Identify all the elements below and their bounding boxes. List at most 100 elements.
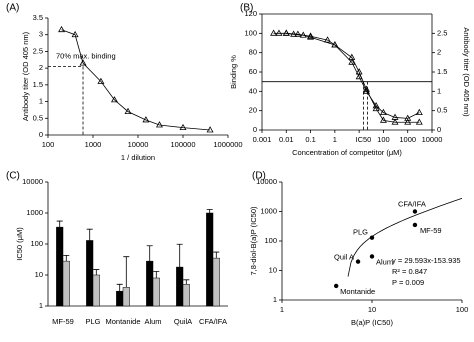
ic50-label: IC50 xyxy=(355,135,371,144)
x-tick-label: 100 xyxy=(377,135,390,144)
marker xyxy=(307,32,315,39)
x-tick-label: QuilA xyxy=(174,317,192,326)
x-tick-label: 0.01 xyxy=(279,135,294,144)
error-bar xyxy=(116,283,123,292)
panel-label: (A) xyxy=(6,3,19,14)
point xyxy=(355,259,361,264)
marker xyxy=(124,107,132,114)
annotation: P = 0.009 xyxy=(392,278,424,287)
y-axis-label: IC50 (μM) xyxy=(15,227,24,261)
series-line xyxy=(61,29,211,131)
x-tick-label: MF-59 xyxy=(52,317,74,326)
panel-label: (B) xyxy=(240,3,253,14)
marker xyxy=(348,58,356,65)
x-tick-label: Alum xyxy=(144,317,161,326)
y-tick-label: 10 xyxy=(35,270,43,279)
marker xyxy=(324,36,332,43)
bar xyxy=(152,277,160,307)
marker xyxy=(355,68,363,75)
x-axis-label: Concentration of competitor (μM) xyxy=(292,148,402,157)
y-axis-label: 7,8-diol-B(a)P (IC50) xyxy=(249,206,258,276)
series-line xyxy=(286,32,420,123)
x-tick-label: 100 xyxy=(456,305,469,314)
marker xyxy=(348,53,356,60)
y-axis-label: Binding % xyxy=(229,55,238,89)
x-tick-label: 100 xyxy=(42,140,55,149)
y-tick-label: 100 xyxy=(244,28,257,37)
y-tick-label: 80 xyxy=(249,48,257,57)
x-tick-label: 10 xyxy=(368,305,376,314)
error-bar xyxy=(153,271,160,279)
y-tick-label: 3 xyxy=(39,30,43,39)
bar xyxy=(176,266,184,307)
y-axis-label: Antibody titer (OD 405 nm) xyxy=(21,31,30,121)
x-tick-label: 1000000 xyxy=(213,140,242,149)
y2-tick-label: 1 xyxy=(437,86,441,95)
y-tick-label: 100 xyxy=(30,239,43,248)
fit-line xyxy=(347,197,463,277)
marker xyxy=(270,29,278,36)
annotation: y = 29.593x-153.935 xyxy=(392,256,461,265)
error-bar xyxy=(93,269,100,275)
y-tick-label: 0 xyxy=(253,125,257,134)
x-tick-label: PLG xyxy=(85,317,100,326)
y-tick-label: 120 xyxy=(244,9,257,18)
y-tick-label: 40 xyxy=(249,86,257,95)
y-tick-label: 2.5 xyxy=(33,46,43,55)
bar xyxy=(86,240,94,307)
x-tick-label: CFA/IFA xyxy=(199,317,227,326)
y2-tick-label: 0 xyxy=(437,125,441,134)
marker xyxy=(79,59,87,66)
marker xyxy=(391,118,399,125)
marker xyxy=(379,108,387,115)
bar xyxy=(206,212,214,307)
error-bar xyxy=(56,220,63,228)
x-tick-label: 0.1 xyxy=(305,135,315,144)
marker xyxy=(155,121,163,128)
y-tick-label: 10 xyxy=(269,265,277,274)
marker xyxy=(97,77,105,84)
error-bar xyxy=(206,209,213,213)
point xyxy=(369,235,375,240)
marker xyxy=(331,41,339,48)
error-bar xyxy=(176,243,183,268)
marker xyxy=(110,96,118,103)
y-tick-label: 0.5 xyxy=(33,113,43,122)
error-bar xyxy=(123,256,130,288)
bar xyxy=(182,284,190,307)
x-tick-label: 1 xyxy=(280,305,284,314)
y-tick-label: 100 xyxy=(264,236,277,245)
marker xyxy=(58,25,66,33)
x-axis-label: B(a)P (IC50) xyxy=(351,318,393,327)
annotation: R² = 0.847 xyxy=(392,267,427,276)
y-tick-label: 3.5 xyxy=(33,13,43,22)
y2-tick-label: 2 xyxy=(437,48,441,57)
y-tick-label: 2 xyxy=(39,63,43,72)
marker xyxy=(71,30,79,38)
y-tick-label: 10000 xyxy=(256,177,277,186)
reference-line xyxy=(48,66,84,135)
marker xyxy=(379,116,387,123)
x-tick-label: 10000 xyxy=(422,135,443,144)
point-label: CFA/IFA xyxy=(398,199,426,208)
point-label: PLG xyxy=(353,228,368,237)
point-label: Montanide xyxy=(340,287,375,296)
y2-axis-label: Antibody titer (OD 405 nm) xyxy=(462,27,471,117)
y2-tick-label: 0.5 xyxy=(437,106,447,115)
y-tick-label: 1 xyxy=(39,301,43,310)
point xyxy=(333,283,339,289)
marker xyxy=(372,104,380,112)
y-tick-label: 1000 xyxy=(26,208,43,217)
x-axis-label: 1 / dilution xyxy=(121,153,155,162)
marker xyxy=(275,29,283,36)
bar xyxy=(56,226,64,307)
x-tick-label: 1000 xyxy=(85,140,102,149)
y-tick-label: 10000 xyxy=(22,177,43,186)
y-tick-label: 1 xyxy=(39,97,43,106)
bar xyxy=(122,287,130,307)
error-bar xyxy=(146,245,153,262)
annotation: 70% max. binding xyxy=(56,51,116,60)
point-label: Alum xyxy=(376,257,393,266)
y-tick-label: 1000 xyxy=(260,206,277,215)
